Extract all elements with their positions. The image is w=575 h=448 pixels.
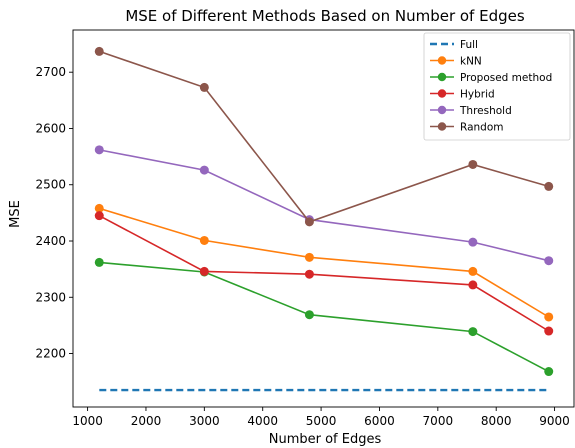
x-axis: 1000 2000 3000 4000 5000 6000 7000 8000 9000: [72, 407, 570, 428]
series-line-proposed-method: [99, 261, 550, 373]
legend: Full kNN Proposed method Hybrid Threshold Ran…: [423, 32, 571, 141]
data-point-random: [468, 159, 478, 169]
y-tick-label: 2400: [35, 234, 66, 248]
data-point-hybrid: [304, 269, 314, 279]
plot-area: [72, 29, 575, 408]
series-threshold: [94, 145, 554, 266]
series-line-hybrid: [98, 214, 550, 332]
legend-frame: [423, 32, 571, 141]
series-random: [94, 46, 554, 227]
x-tick-label: 3000: [189, 414, 220, 428]
chart-title: MSE of Different Methods Based on Number…: [125, 7, 525, 25]
data-point-threshold: [544, 256, 554, 266]
y-tick-label: 2600: [35, 121, 66, 135]
x-axis-label: Number of Edges: [269, 432, 382, 447]
x-tick-label: 5000: [306, 414, 337, 428]
legend-label-threshold: Threshold: [459, 105, 512, 117]
data-point-threshold: [94, 145, 104, 155]
y-axis: 2200 2300 2400 2500 2600 2700: [35, 65, 73, 361]
y-tick-label: 2300: [35, 290, 66, 304]
series-hybrid: [94, 211, 554, 336]
data-point-knn: [544, 312, 554, 322]
x-tick-label: 7000: [423, 414, 454, 428]
y-tick-label: 2500: [35, 178, 66, 192]
legend-label-random: Random: [460, 122, 503, 134]
x-tick-label: 9000: [539, 414, 570, 428]
data-point-random: [94, 46, 104, 56]
data-point-knn: [199, 235, 209, 245]
data-point-proposed-method: [468, 327, 478, 337]
data-point-proposed-method: [304, 310, 314, 320]
data-point-knn: [468, 266, 478, 276]
x-tick-label: 1000: [72, 414, 103, 428]
data-point-knn: [304, 252, 314, 262]
legend-label-proposed-method: Proposed method: [460, 72, 552, 84]
series-knn: [94, 203, 554, 322]
legend-marker-knn: [437, 56, 447, 65]
legend-marker-threshold: [437, 105, 447, 115]
x-tick-label: 2000: [131, 414, 162, 428]
y-tick-label: 2700: [35, 65, 66, 79]
x-tick-label: 6000: [364, 414, 395, 428]
plot-frame: [72, 29, 575, 408]
data-point-proposed-method: [94, 257, 104, 267]
data-point-hybrid: [544, 326, 554, 336]
legend-label-knn: kNN: [460, 56, 482, 68]
data-point-threshold: [199, 165, 209, 175]
x-tick-label: 8000: [481, 414, 512, 428]
data-point-random: [304, 217, 314, 227]
data-point-hybrid: [199, 266, 209, 276]
data-point-hybrid: [94, 211, 104, 221]
legend-marker-proposed-method: [437, 72, 447, 82]
data-point-proposed-method: [544, 367, 554, 377]
data-point-threshold: [468, 237, 478, 247]
data-point-random: [199, 82, 209, 92]
legend-marker-hybrid: [437, 89, 447, 98]
legend-label-full: Full: [460, 39, 478, 51]
data-point-hybrid: [468, 280, 478, 290]
data-point-knn: [94, 203, 104, 213]
y-tick-label: 2200: [35, 347, 66, 361]
legend-marker-random: [437, 122, 447, 131]
y-axis-label: MSE: [8, 200, 23, 228]
series-line-knn: [99, 207, 550, 318]
data-point-random: [544, 181, 554, 191]
x-tick-label: 4000: [247, 414, 278, 428]
legend-label-hybrid: Hybrid: [460, 89, 495, 101]
series-proposed-method: [94, 257, 554, 377]
